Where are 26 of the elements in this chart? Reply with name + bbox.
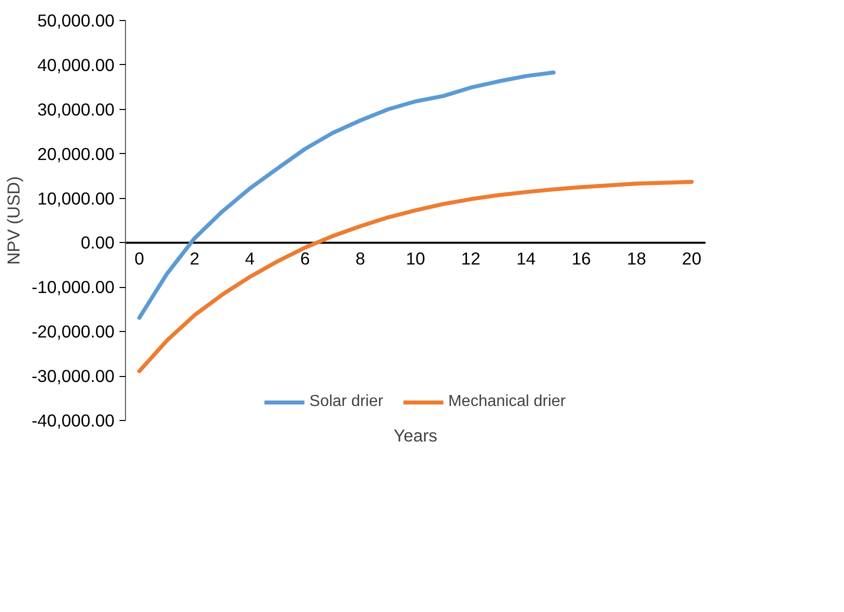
x-tick-label: 0 xyxy=(134,248,144,269)
x-tick-label: 14 xyxy=(516,248,536,269)
x-tick-label: 18 xyxy=(626,248,646,269)
legend-label: Mechanical drier xyxy=(448,393,566,411)
x-tick-label: 8 xyxy=(355,248,366,269)
y-tick-label: -20,000.00 xyxy=(32,322,114,342)
y-tick-label: 30,000.00 xyxy=(37,99,115,120)
y-tick-label: 40,000.00 xyxy=(37,54,115,75)
y-tick-label: 0.00 xyxy=(80,232,115,253)
x-axis-title: Years xyxy=(394,426,438,446)
y-tick-label: -10,000.00 xyxy=(32,277,114,298)
y-tick-label: 20,000.00 xyxy=(37,144,115,164)
line-series xyxy=(137,70,556,320)
x-tick-label: 12 xyxy=(461,248,480,269)
y-tick-label: 50,000.00 xyxy=(37,10,115,30)
y-tick-label: 10,000.00 xyxy=(37,188,115,208)
x-tick-label: 2 xyxy=(190,248,200,269)
y-axis-title: NPV (USD) xyxy=(4,176,24,265)
x-tick-label: 4 xyxy=(244,248,255,269)
x-tick-label: 20 xyxy=(682,248,702,269)
x-tick-label: 10 xyxy=(406,248,426,269)
y-tick-label: -40,000.00 xyxy=(32,410,114,430)
x-tick-label: 6 xyxy=(300,248,310,269)
y-tick-label: -30,000.00 xyxy=(32,366,114,386)
legend-label: Solar drier xyxy=(309,393,384,411)
x-tick-label: 16 xyxy=(572,248,591,269)
